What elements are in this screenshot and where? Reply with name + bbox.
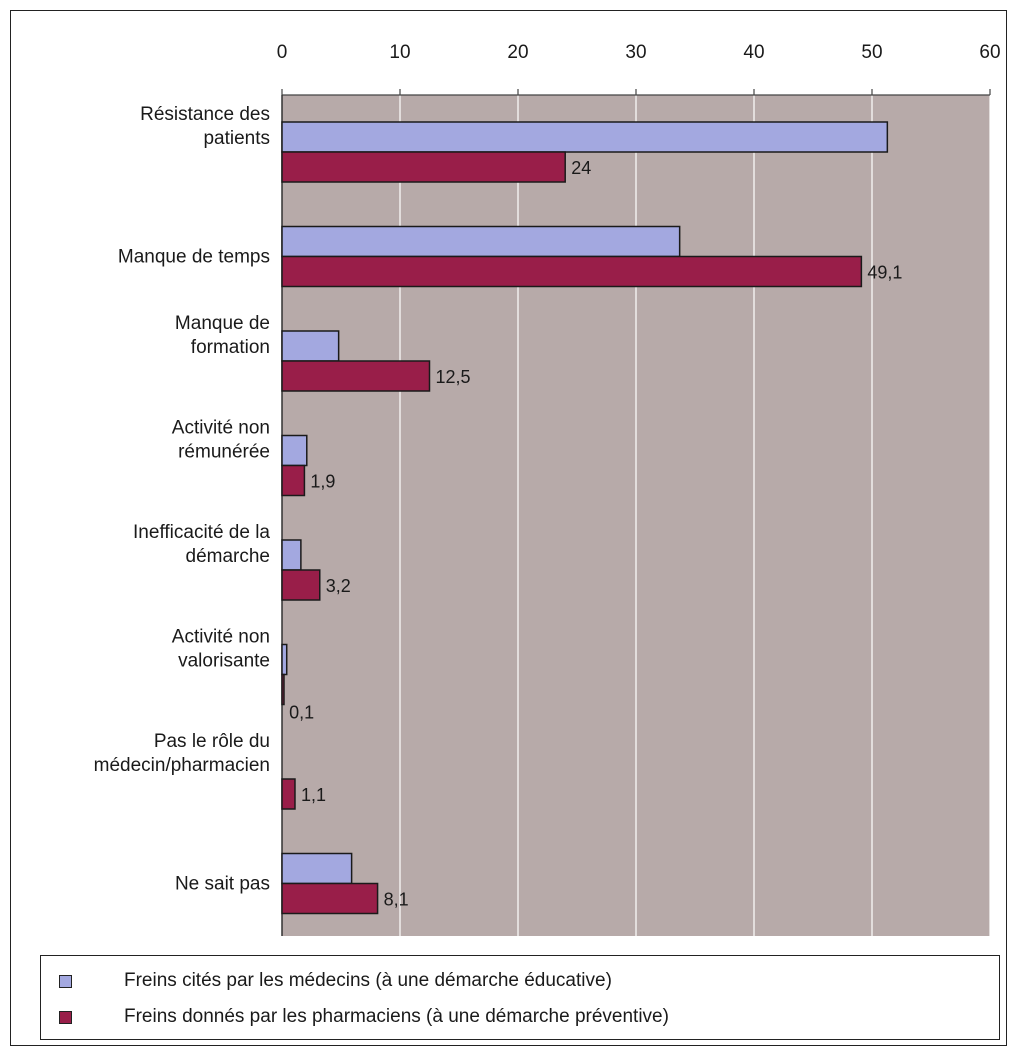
bar-pharmaciens: [281, 255, 863, 288]
category-label: Pas le rôle du: [154, 731, 270, 752]
category-label: valorisante: [178, 651, 270, 672]
bar-medecins: [281, 539, 302, 571]
data-label: 3,2: [326, 576, 351, 596]
category-label: Résistance des: [140, 104, 270, 125]
legend-item-medecins: Freins cités par les médecins (à une dém…: [59, 968, 612, 994]
x-tick-label: 50: [861, 42, 882, 63]
x-tick-label: 10: [389, 42, 410, 63]
bar-pharmaciens: [281, 360, 431, 392]
category-label: Activité non: [172, 627, 270, 648]
x-tick-label: 20: [507, 42, 528, 63]
legend-swatch-medecins: [59, 974, 72, 988]
category-label: formation: [191, 337, 270, 358]
bar-pharmaciens: [281, 673, 285, 706]
x-tick-label: 60: [979, 42, 1000, 63]
category-label: rémunérée: [178, 442, 270, 463]
bar-medecins: [281, 330, 340, 362]
category-label: Activité non: [172, 418, 270, 439]
legend-label-medecins: Freins cités par les médecins (à une dém…: [124, 970, 612, 991]
bar-medecins: [281, 643, 288, 676]
bar-medecins: [281, 225, 681, 258]
category-label: Inefficacité de la: [133, 522, 270, 543]
bar-medecins: [281, 434, 308, 467]
category-label: patients: [203, 128, 270, 149]
category-label: démarche: [186, 546, 271, 567]
x-tick-label: 0: [277, 42, 288, 63]
x-tick-label: 40: [743, 42, 764, 63]
category-label: Manque de: [175, 313, 270, 334]
category-label: médecin/pharmacien: [94, 755, 270, 776]
data-label: 12,5: [436, 367, 471, 387]
data-label: 49,1: [867, 263, 902, 283]
category-label: Manque de temps: [118, 247, 270, 268]
bar-pharmaciens: [281, 882, 379, 915]
data-label: 8,1: [384, 890, 409, 910]
data-label: 1,9: [310, 472, 335, 492]
bar-pharmaciens: [281, 151, 566, 183]
category-label: Ne sait pas: [175, 874, 270, 895]
data-label: 0,1: [289, 703, 314, 723]
x-tick-label: 30: [625, 42, 646, 63]
data-label: 1,1: [301, 785, 326, 805]
bar-medecins: [281, 852, 353, 885]
legend: Freins cités par les médecins (à une dém…: [40, 955, 1000, 1040]
legend-item-pharmaciens: Freins donnés par les pharmaciens (à une…: [59, 1004, 669, 1030]
bar-pharmaciens: [281, 778, 296, 810]
bar-pharmaciens: [281, 569, 321, 601]
legend-label-pharmaciens: Freins donnés par les pharmaciens (à une…: [124, 1006, 669, 1027]
bar-pharmaciens: [281, 464, 306, 497]
bar-medecins: [281, 121, 889, 153]
legend-swatch-pharmaciens: [59, 1010, 72, 1024]
data-label: 24: [571, 158, 591, 178]
